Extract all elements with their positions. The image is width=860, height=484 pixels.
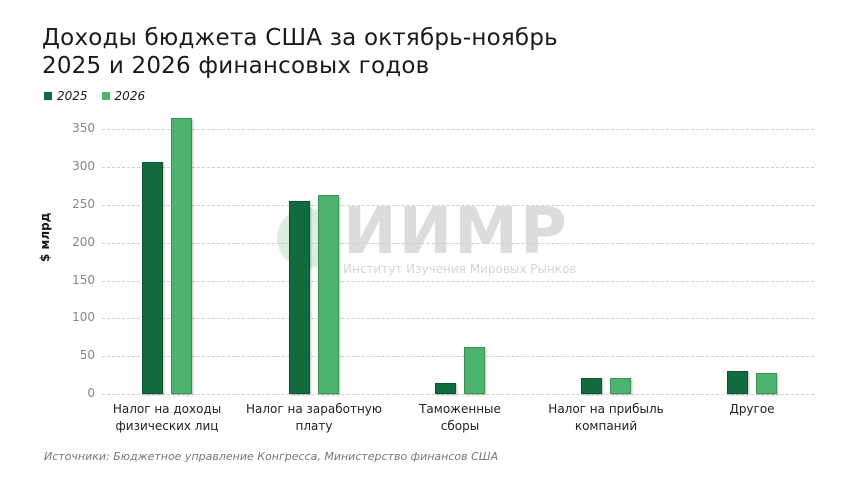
bar-2025 xyxy=(727,370,748,394)
bar-2026 xyxy=(610,378,631,394)
bar-2025 xyxy=(435,382,456,394)
y-tick-label: 100 xyxy=(72,310,95,325)
x-category-label: Другое xyxy=(729,402,775,416)
gridline xyxy=(102,394,814,395)
x-category-label: Налог на прибыль компаний xyxy=(548,402,664,433)
gridline xyxy=(102,205,814,206)
legend-label-2025: 2025 xyxy=(57,89,88,103)
gridline xyxy=(102,356,814,358)
y-tick-label: 350 xyxy=(72,121,95,136)
chart-title-line2: 2025 и 2026 финансовых годов xyxy=(42,53,430,79)
chart-title: Доходы бюджета США за октябрь-ноябрь 202… xyxy=(42,24,558,80)
bar-2026 xyxy=(464,347,485,394)
source-note: Источники: Бюджетное управление Конгресс… xyxy=(44,450,499,463)
bar-2026 xyxy=(756,372,777,394)
y-tick-label: 0 xyxy=(87,386,95,400)
legend-swatch-2025 xyxy=(44,92,52,100)
x-category-label: Таможенные сборы xyxy=(419,402,501,433)
gridline xyxy=(102,167,814,169)
gridline xyxy=(102,242,814,244)
y-tick-label: 300 xyxy=(72,159,95,174)
bar-2025 xyxy=(581,378,602,394)
y-tick-label: 150 xyxy=(72,272,95,287)
x-category-label: Налог на заработную плату xyxy=(245,402,382,433)
legend-item-2025: 2025 xyxy=(44,89,88,103)
gridline xyxy=(102,318,814,320)
bar-2025 xyxy=(289,201,310,394)
bar-2025 xyxy=(142,161,163,394)
gridline xyxy=(102,129,814,131)
x-category-label: Налог на доходы физических лиц xyxy=(112,402,222,433)
legend: 2025 2026 xyxy=(44,89,145,103)
y-tick-label: 50 xyxy=(79,348,95,363)
legend-swatch-2026 xyxy=(101,92,110,100)
bar-2026 xyxy=(318,195,339,394)
bar-2026 xyxy=(171,118,192,394)
y-tick-label: 250 xyxy=(72,197,95,211)
y-tick-label: 200 xyxy=(72,234,95,249)
legend-item-2026: 2026 xyxy=(101,89,146,103)
legend-label-2026: 2026 xyxy=(114,89,146,103)
gridline xyxy=(102,280,814,282)
chart-title-line1: Доходы бюджета США за октябрь-ноябрь xyxy=(42,25,558,51)
